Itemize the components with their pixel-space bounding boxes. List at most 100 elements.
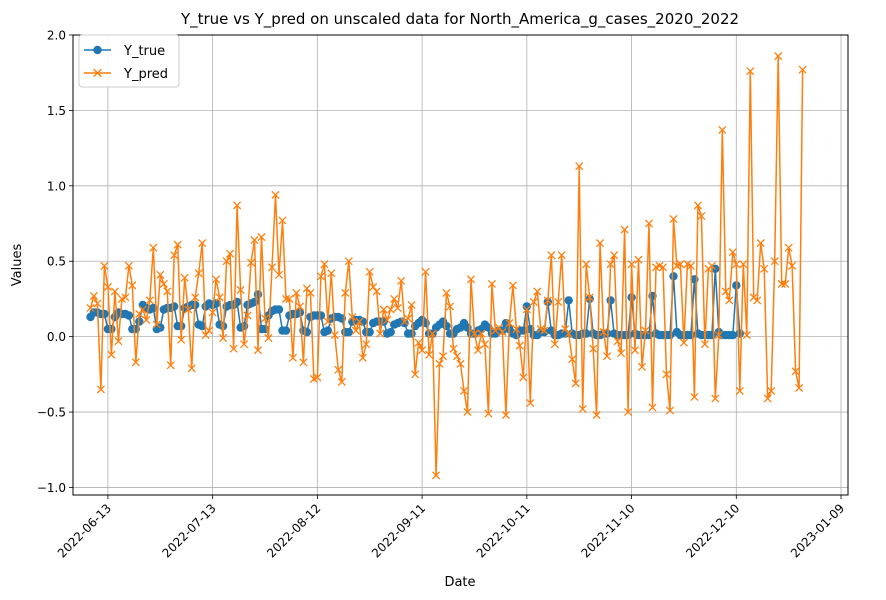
data-point [606, 260, 615, 269]
data-point [575, 162, 584, 171]
x-tick-label: 2022-11-10 [578, 501, 637, 560]
data-point [487, 279, 496, 288]
data-point [456, 359, 465, 368]
data-point [229, 344, 238, 353]
data-point [103, 282, 112, 291]
data-point [529, 297, 538, 307]
data-point [641, 326, 650, 335]
data-point [679, 338, 688, 347]
data-point [194, 269, 203, 278]
data-point [711, 394, 720, 403]
series-y-pred [86, 52, 807, 480]
data-point [267, 263, 277, 272]
data-point [428, 329, 437, 338]
data-point [735, 386, 744, 395]
data-point [177, 335, 186, 344]
data-point [669, 214, 678, 224]
data-point [222, 257, 231, 266]
data-point [135, 309, 144, 319]
data-point [571, 379, 580, 388]
data-point [121, 293, 130, 302]
data-point [781, 279, 790, 288]
data-point [274, 270, 284, 279]
data-point [407, 329, 416, 338]
y-tick-label: 0.0 [47, 330, 66, 344]
data-point [756, 239, 765, 248]
data-point [522, 302, 531, 311]
data-point [662, 370, 671, 379]
data-point [732, 260, 741, 269]
data-point [582, 260, 591, 269]
data-point [753, 296, 762, 305]
data-point [596, 239, 605, 248]
data-point [620, 225, 629, 234]
data-point [735, 329, 744, 338]
data-point [128, 281, 137, 290]
data-point [253, 346, 263, 355]
x-axis-title: Date [444, 575, 475, 590]
data-point [669, 272, 678, 281]
data-point [351, 326, 360, 335]
data-point [344, 327, 353, 337]
data-point [89, 291, 98, 300]
data-point [686, 261, 695, 270]
data-point [337, 377, 346, 386]
data-point [599, 328, 608, 337]
data-point [568, 355, 577, 364]
legend-label-y-true: Y_true [123, 44, 165, 59]
data-point [152, 320, 161, 329]
data-point [418, 346, 427, 355]
data-point [198, 239, 207, 248]
data-point [274, 305, 284, 314]
data-point [470, 329, 479, 338]
data-point [452, 352, 462, 361]
data-point [404, 314, 413, 323]
data-point [100, 309, 109, 319]
y-tick-label: 2.0 [47, 29, 66, 43]
data-point [292, 288, 301, 297]
x-tick-label: 2023-01-09 [788, 501, 847, 560]
data-point [606, 296, 615, 305]
data-point [142, 315, 151, 325]
data-point [390, 294, 399, 303]
data-point [397, 276, 406, 285]
data-point [250, 236, 259, 245]
data-point [742, 331, 751, 340]
data-point [411, 370, 420, 379]
legend-box [78, 34, 180, 88]
data-point [243, 311, 252, 320]
data-point [281, 294, 291, 303]
data-point [592, 411, 601, 420]
data-point [376, 329, 385, 338]
data-point [648, 403, 657, 412]
chart-title: Y_true vs Y_pred on unscaled data for No… [180, 10, 739, 29]
data-point [634, 255, 643, 264]
data-point [526, 398, 535, 408]
data-point [145, 296, 154, 305]
data-point [421, 267, 430, 276]
data-point [369, 282, 378, 291]
data-point [540, 326, 549, 335]
data-point [226, 249, 235, 258]
data-point [700, 340, 709, 349]
data-point [442, 321, 451, 331]
data-point [721, 287, 730, 296]
data-point [557, 251, 566, 260]
data-point [610, 251, 619, 260]
data-point [271, 190, 280, 199]
data-point [295, 302, 304, 311]
data-point [400, 318, 409, 328]
data-point [372, 287, 381, 296]
data-point [313, 373, 322, 382]
data-point [728, 330, 737, 340]
data-point [330, 331, 339, 340]
data-point [658, 263, 668, 272]
data-point [494, 323, 503, 332]
data-point [383, 315, 392, 325]
data-point [425, 350, 434, 359]
y-tick-label: 1.5 [47, 104, 66, 118]
data-point [784, 243, 793, 252]
data-point [665, 406, 675, 415]
x-tick-label: 2022-10-11 [474, 501, 533, 560]
data-point [407, 300, 416, 310]
